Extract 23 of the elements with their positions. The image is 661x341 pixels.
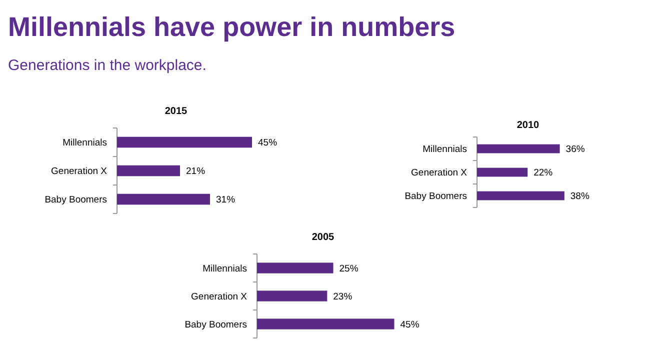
- data-label: 45%: [258, 138, 278, 149]
- y-tick-label: Generation X: [191, 291, 248, 302]
- y-tick-label: Baby Boomers: [404, 191, 468, 202]
- y-tick-label: Millennials: [202, 263, 248, 274]
- text: Millennials have power in numbers: [8, 12, 456, 42]
- y-tick-label: Baby Boomers: [184, 319, 248, 330]
- data-label: 21%: [186, 166, 206, 178]
- data-label: 36%: [566, 144, 586, 156]
- y-tick-label: Generation X: [51, 166, 108, 178]
- y-tick-label: Millennials: [62, 138, 108, 149]
- data-label: 45%: [400, 319, 420, 330]
- chart-title: 2005: [312, 232, 335, 243]
- text: Generations in the workplace.: [8, 57, 206, 74]
- y-tick-label: Baby Boomers: [44, 194, 108, 206]
- chart-title: 2010: [516, 120, 540, 131]
- data-label: 38%: [570, 191, 590, 202]
- data-label: 23%: [333, 291, 353, 302]
- y-tick-label: Generation X: [411, 168, 468, 179]
- y-tick-label: Millennials: [422, 144, 468, 156]
- chart-title: 2015: [164, 106, 188, 117]
- data-label: 25%: [339, 263, 359, 274]
- data-label: 31%: [216, 194, 236, 206]
- data-label: 22%: [534, 168, 554, 179]
